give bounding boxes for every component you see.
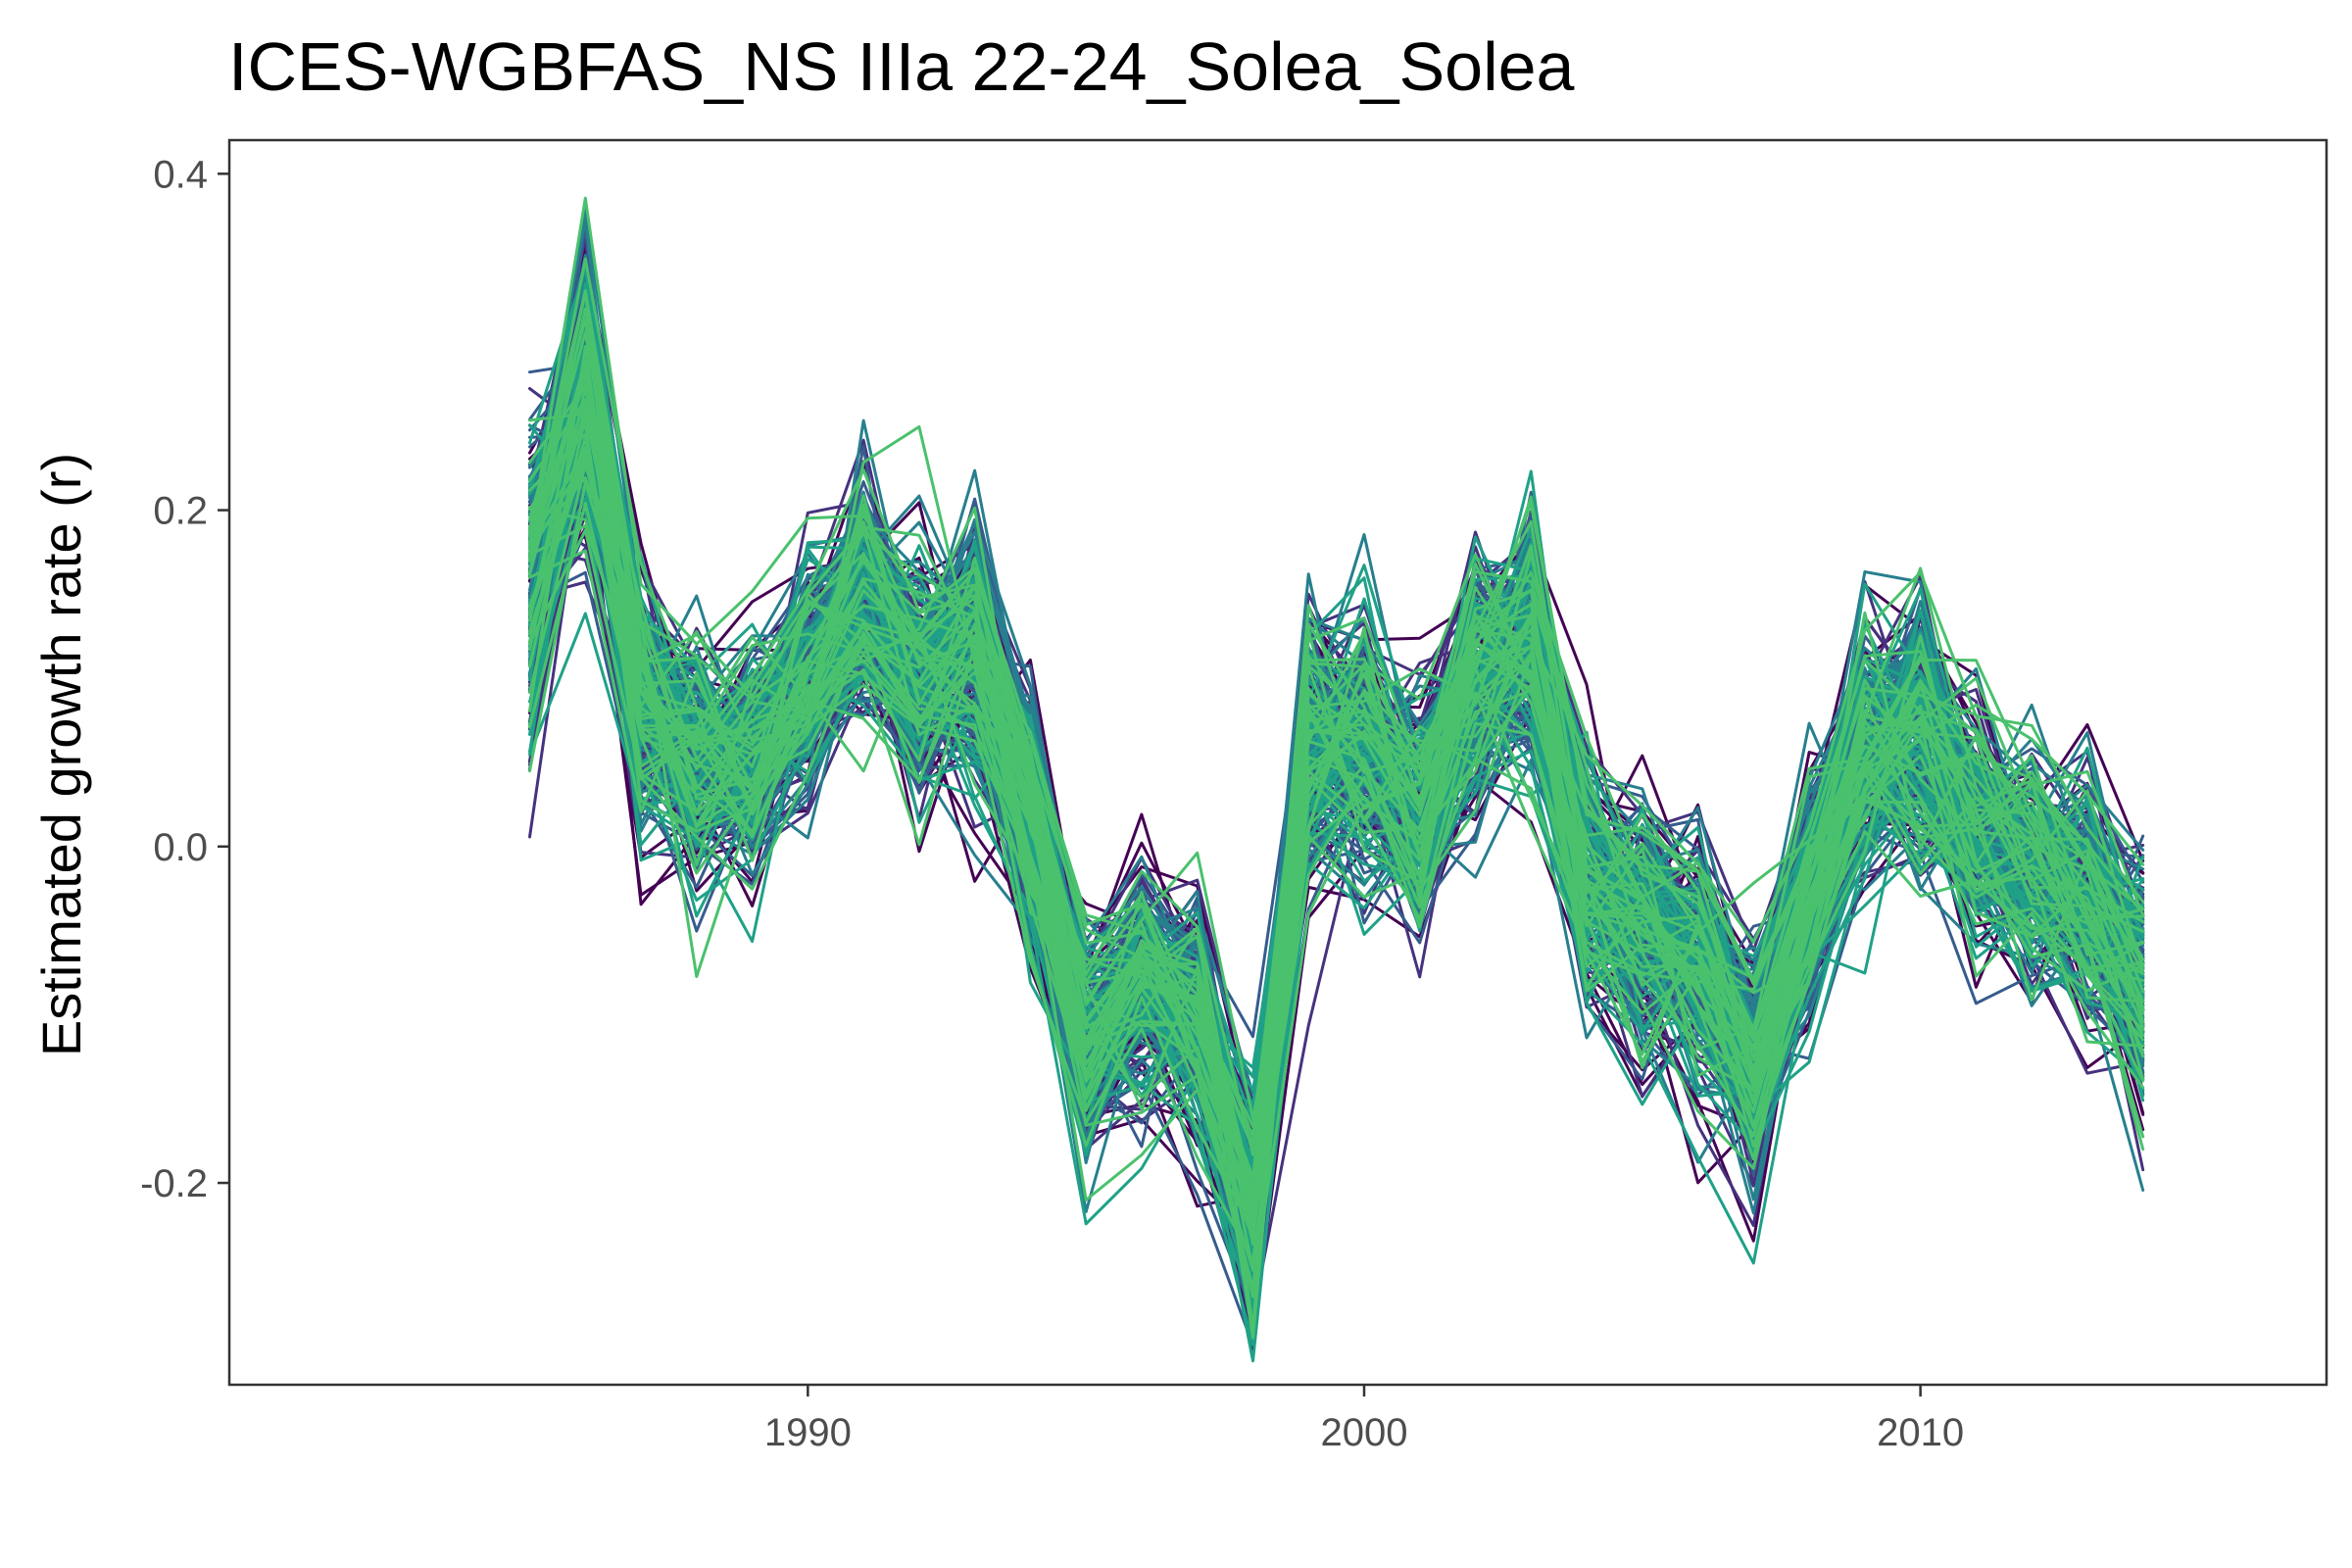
x-tick-label: 2000 (1320, 1411, 1407, 1454)
series-line-177 (528, 414, 2145, 1166)
series-line-34 (528, 404, 2145, 1356)
series-line-96 (528, 430, 2145, 1348)
series-line-205 (528, 196, 2145, 1156)
series-line-190 (528, 399, 2145, 1181)
series-line-238 (528, 458, 2145, 1204)
series-line-152 (528, 423, 2145, 1335)
y-tick-label: 0.0 (153, 826, 208, 869)
series-line-127 (528, 476, 2145, 1301)
series-line-216 (528, 432, 2145, 1291)
series-line-215 (528, 454, 2145, 1330)
series-line-239 (528, 435, 2145, 1272)
y-tick-label: 0.4 (153, 153, 208, 196)
series-line-232 (528, 289, 2145, 1213)
series-line-32 (528, 392, 2145, 1337)
y-tick-label: 0.2 (153, 490, 208, 533)
y-axis-ticks: 0.4 0.2 0.0 -0.2 (140, 153, 229, 1205)
y-tick-label: -0.2 (140, 1162, 208, 1205)
x-axis-ticks: 1990 2000 2010 (764, 1385, 1964, 1454)
x-tick-label: 2010 (1877, 1411, 1964, 1454)
series-line-172 (528, 290, 2145, 1079)
series-line-142 (528, 471, 2145, 1291)
plot-panel-border (227, 138, 2328, 1387)
chart-title: ICES-WGBFAS_NS IIIa 22-24_Solea_Solea (228, 28, 1575, 105)
series-line-89 (528, 441, 2145, 1336)
series-line-236 (528, 506, 2145, 1238)
series-line-223 (528, 458, 2145, 1212)
series-line-240 (528, 330, 2145, 1206)
series-line-237 (528, 461, 2145, 1182)
series-layer (528, 196, 2145, 1363)
y-axis-label: Estimated growth rate (r) (30, 453, 92, 1056)
series-line-148 (528, 471, 2145, 1325)
series-line-228 (528, 407, 2145, 1151)
series-line-234 (528, 372, 2145, 1151)
x-tick-label: 1990 (764, 1411, 852, 1454)
